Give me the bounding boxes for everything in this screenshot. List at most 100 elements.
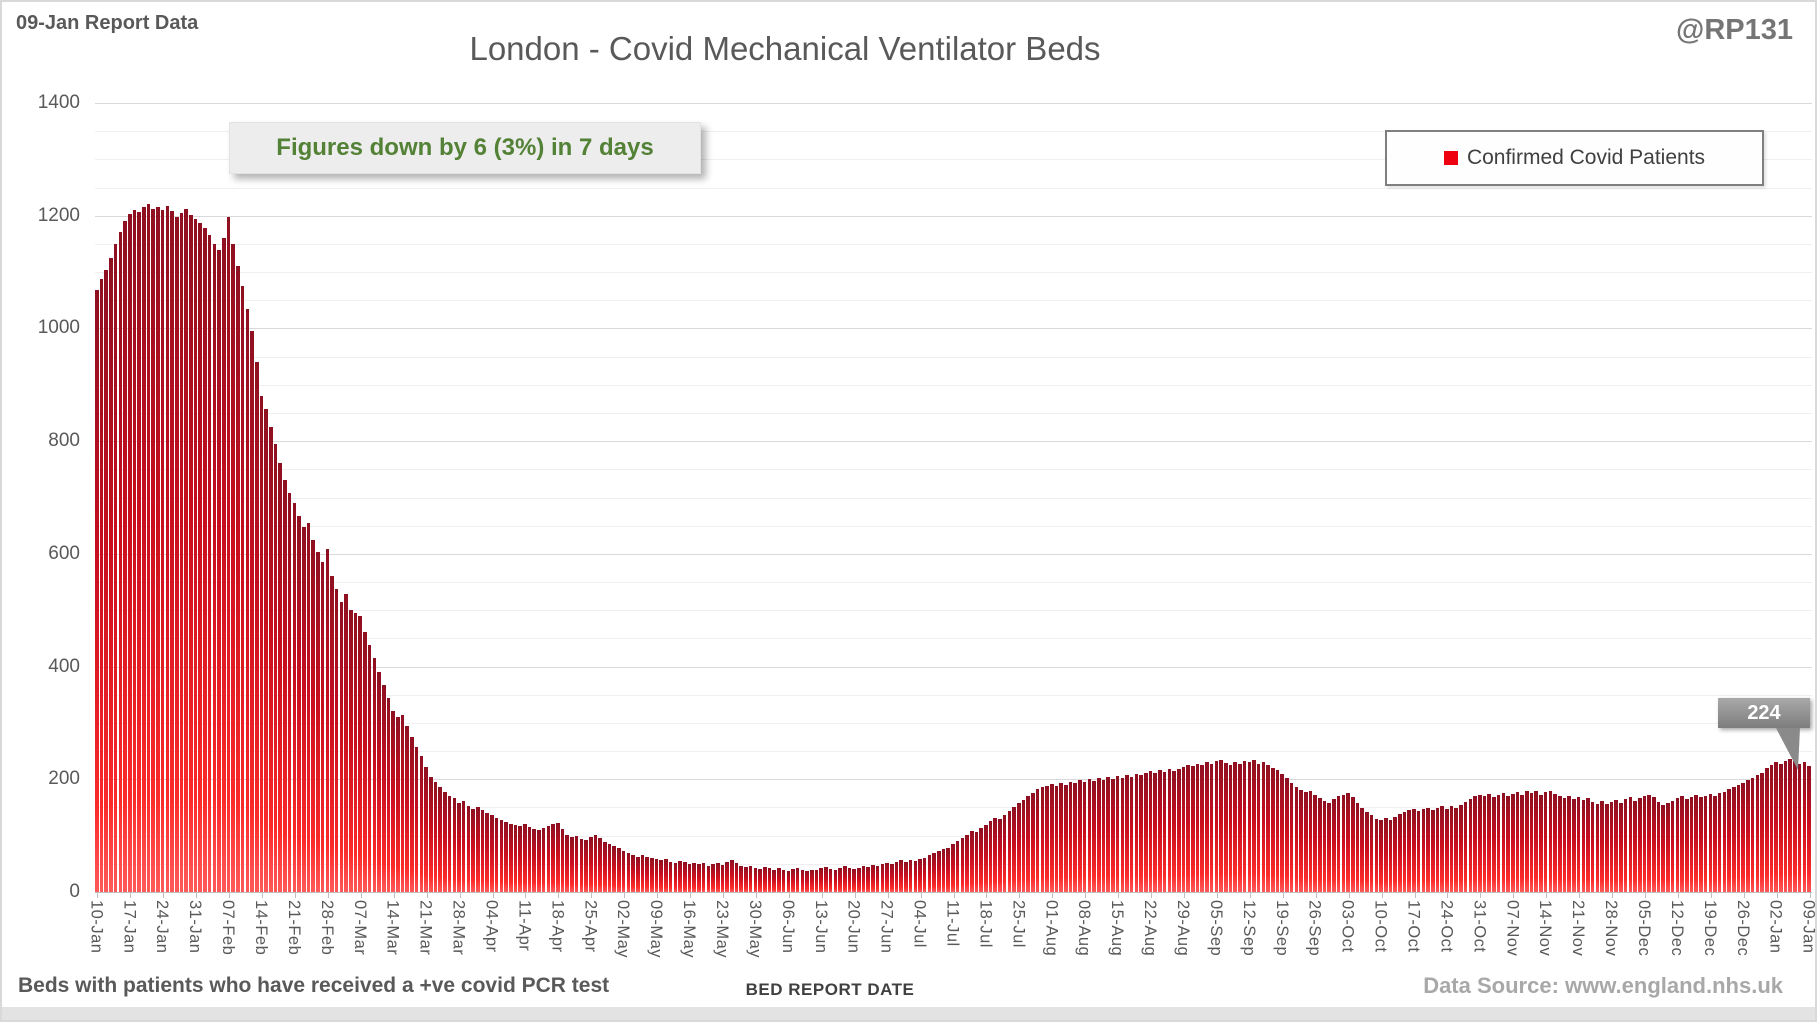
x-tick-label: 10-Oct <box>1371 900 1390 953</box>
bar <box>1539 794 1543 892</box>
bar <box>706 865 711 892</box>
footnote: Beds with patients who have received a +… <box>18 974 610 997</box>
bar <box>819 868 823 892</box>
bar <box>523 824 527 892</box>
bar <box>1120 777 1125 892</box>
bar <box>894 862 899 892</box>
bar <box>433 781 438 892</box>
bar <box>852 868 856 892</box>
bar <box>184 209 188 892</box>
bar <box>584 839 588 892</box>
x-tick <box>1579 892 1581 898</box>
x-tick <box>1776 892 1778 898</box>
bar <box>1134 773 1139 892</box>
bar <box>1129 776 1134 892</box>
bar <box>245 308 250 892</box>
bar <box>287 493 292 892</box>
bar <box>160 209 165 892</box>
x-tick <box>1480 892 1482 898</box>
bar <box>857 867 861 892</box>
bar <box>1017 803 1021 892</box>
bar <box>198 222 203 892</box>
x-tick <box>1743 892 1745 898</box>
bar <box>480 810 485 892</box>
minor-gridline <box>95 469 1812 471</box>
x-tick <box>591 892 593 898</box>
major-gridline <box>95 441 1812 443</box>
bar <box>330 576 334 892</box>
bar <box>1172 771 1176 892</box>
bar <box>1609 801 1614 892</box>
bar <box>1652 797 1656 892</box>
x-tick <box>97 892 99 898</box>
bar <box>551 824 555 892</box>
bar <box>1680 796 1684 892</box>
bar <box>1407 810 1412 892</box>
x-axis-title: BED REPORT DATE <box>745 980 915 999</box>
bar <box>1435 808 1440 892</box>
bar <box>1111 778 1115 892</box>
bar <box>1454 807 1459 892</box>
bar <box>1774 762 1778 892</box>
x-tick-label: 21-Nov <box>1569 900 1588 957</box>
x-tick-label: 22-Aug <box>1141 900 1160 957</box>
bar <box>1223 762 1228 892</box>
bar <box>1670 800 1675 892</box>
bar <box>1271 767 1275 892</box>
legend-label: Confirmed Covid Patients <box>1466 146 1706 169</box>
bar <box>1059 782 1063 892</box>
x-tick-label: 28-Mar <box>449 900 468 956</box>
minor-gridline <box>95 722 1812 724</box>
x-tick <box>657 892 659 898</box>
x-tick-label: 03-Oct <box>1338 900 1357 953</box>
data-label-callout: 224 <box>1718 698 1810 770</box>
bar <box>123 221 127 892</box>
bar <box>744 867 748 892</box>
bar <box>316 552 320 892</box>
bar <box>372 658 377 892</box>
bar <box>438 787 442 892</box>
bar <box>683 862 687 892</box>
major-gridline <box>95 215 1812 217</box>
bar <box>1642 796 1647 892</box>
bar <box>1002 815 1007 892</box>
bar <box>612 846 617 892</box>
x-tick-label: 14-Nov <box>1536 900 1555 957</box>
bar <box>476 806 480 892</box>
bar <box>598 837 602 892</box>
bar <box>1793 761 1797 892</box>
major-gridline <box>95 666 1812 668</box>
bar <box>645 856 649 892</box>
bar <box>193 218 198 892</box>
bar <box>1261 761 1266 892</box>
bar <box>1247 762 1252 892</box>
bar <box>532 828 537 892</box>
bar <box>1219 759 1223 892</box>
x-tick-label: 05-Sep <box>1206 900 1225 957</box>
bar <box>1031 792 1035 892</box>
minor-gridline <box>95 356 1812 358</box>
bar <box>1736 784 1741 892</box>
bar <box>697 864 701 892</box>
x-tick-label: 25-Apr <box>581 900 600 953</box>
bar <box>565 835 569 892</box>
bar <box>570 837 574 892</box>
x-tick-label: 01-Aug <box>1042 900 1061 957</box>
bar <box>320 562 325 892</box>
x-tick-label: 30-May <box>745 900 764 959</box>
bar <box>250 331 254 892</box>
x-tick-label: 26-Dec <box>1733 900 1752 957</box>
bar <box>1628 797 1633 892</box>
bar <box>1186 764 1190 892</box>
bar <box>1412 808 1416 892</box>
bar <box>748 866 753 892</box>
bar <box>1525 790 1529 892</box>
bar <box>781 869 786 892</box>
bar <box>1562 797 1567 892</box>
bar <box>1398 814 1402 892</box>
bar <box>174 216 179 892</box>
bar <box>334 588 339 892</box>
bar <box>687 863 692 892</box>
bar <box>353 613 358 892</box>
bar <box>673 862 678 892</box>
